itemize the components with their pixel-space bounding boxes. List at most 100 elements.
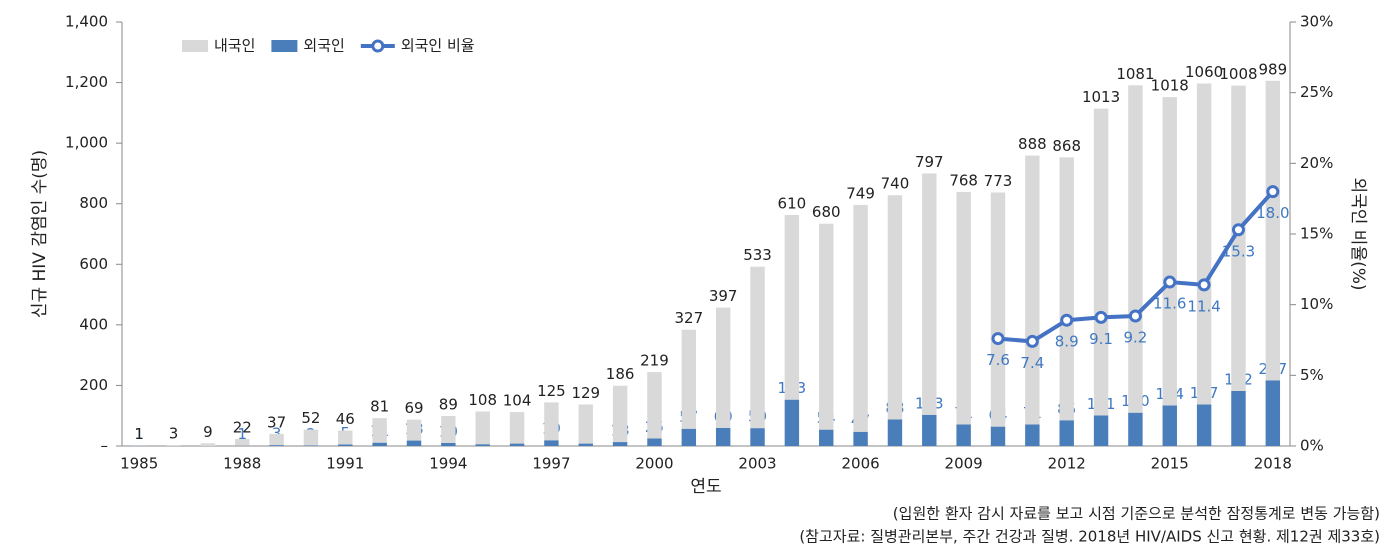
bar	[784, 214, 800, 400]
bar	[544, 402, 559, 441]
data-label: 888	[1018, 135, 1047, 153]
y2-tick-label: 0%	[1300, 437, 1324, 455]
bar	[819, 429, 834, 446]
y-tick-label: 1,000	[65, 134, 108, 152]
x-tick-label: 2012	[1048, 455, 1086, 473]
data-label: 125	[537, 382, 566, 400]
bar	[956, 191, 971, 425]
data-label: 749	[846, 184, 875, 202]
bar	[1196, 404, 1212, 446]
bar	[544, 440, 559, 446]
legend-label: 외국인	[303, 37, 344, 55]
data-label: 81	[370, 398, 389, 416]
data-label: 989	[1259, 60, 1288, 78]
bar	[475, 411, 490, 445]
marker	[1060, 313, 1074, 327]
data-label: 1	[134, 425, 144, 443]
bar	[338, 444, 353, 446]
bar	[715, 427, 731, 446]
line-label: 7.4	[1020, 354, 1044, 372]
bar	[612, 442, 628, 446]
bar	[200, 443, 216, 446]
bar	[784, 399, 800, 446]
bar	[1231, 85, 1246, 391]
data-label: 3	[272, 425, 282, 443]
legend-label: 내국인	[214, 37, 255, 55]
y2-axis-title: 외국인 비율(%)	[1348, 177, 1368, 290]
x-tick-label: 1997	[532, 455, 570, 473]
bar	[303, 429, 319, 446]
data-label: 1008	[1219, 65, 1257, 83]
line-label: 9.1	[1089, 330, 1113, 348]
bar	[922, 414, 937, 446]
bar	[750, 266, 765, 429]
bar	[1162, 97, 1177, 406]
bar	[269, 445, 284, 446]
data-label: 868	[1052, 137, 1081, 155]
y-tick-label: 400	[79, 315, 108, 333]
line-label: 11.6	[1153, 295, 1186, 313]
bar	[1128, 85, 1143, 413]
legend-label: 외국인 비율	[401, 37, 475, 55]
bar	[750, 428, 765, 446]
bar	[956, 424, 971, 446]
marker	[1231, 223, 1245, 237]
bar	[1025, 155, 1040, 425]
bar	[681, 428, 697, 446]
bar	[578, 404, 593, 444]
x-axis-title: 연도	[690, 477, 721, 497]
bar	[853, 204, 868, 432]
y2-tick-label: 15%	[1300, 225, 1333, 243]
data-label: 37	[267, 413, 286, 431]
bar	[1059, 157, 1074, 421]
data-label: 186	[606, 365, 635, 383]
x-tick-label: 1985	[120, 455, 158, 473]
y2-tick-label: 5%	[1300, 366, 1324, 384]
bar	[509, 443, 525, 446]
data-label: 89	[439, 396, 458, 414]
y2-tick-label: 10%	[1300, 295, 1333, 313]
bar	[406, 419, 422, 441]
bar	[1265, 380, 1281, 446]
y-axis-title: 신규 HIV 감염인 수(명)	[30, 150, 50, 318]
bar	[441, 442, 456, 446]
y-tick-label: 1,200	[65, 73, 108, 91]
x-tick-label: 2006	[841, 455, 879, 473]
marker	[1197, 278, 1211, 292]
data-label: 9	[203, 423, 213, 441]
y-tick-label: 1,400	[65, 13, 108, 31]
y2-tick-label: 20%	[1300, 154, 1333, 172]
data-label: 52	[301, 409, 320, 427]
note: (입원한 환자 감시 자료를 보고 시점 기준으로 분석한 잠정통계로 변동 가…	[893, 505, 1380, 523]
marker	[1094, 310, 1108, 324]
bar	[1025, 424, 1040, 446]
x-tick-label: 1991	[326, 455, 364, 473]
data-label: 1	[134, 425, 144, 443]
data-label: 22	[233, 419, 252, 437]
bar	[853, 431, 868, 446]
x-tick-label: 1988	[223, 455, 261, 473]
data-label: 129	[571, 384, 600, 402]
bar	[1196, 83, 1212, 405]
y2-tick-label: 30%	[1300, 13, 1333, 31]
bar	[166, 445, 181, 446]
bar	[1128, 412, 1143, 446]
bar	[681, 329, 697, 429]
bar	[1093, 415, 1109, 446]
line-label: 15.3	[1222, 242, 1255, 260]
bar	[1093, 108, 1109, 416]
legend-swatch	[371, 39, 385, 53]
data-label: 3	[169, 425, 179, 443]
bar	[372, 418, 387, 443]
bar	[819, 223, 834, 430]
line-label: 9.2	[1123, 328, 1147, 346]
line-label: 7.6	[986, 351, 1010, 369]
bar	[887, 419, 903, 446]
bar	[578, 443, 593, 446]
line-label: 18.0	[1256, 204, 1289, 222]
bar	[922, 173, 937, 415]
legend-swatch	[271, 40, 298, 52]
data-label: 680	[812, 203, 841, 221]
data-label: 797	[915, 153, 944, 171]
bar	[887, 195, 903, 420]
